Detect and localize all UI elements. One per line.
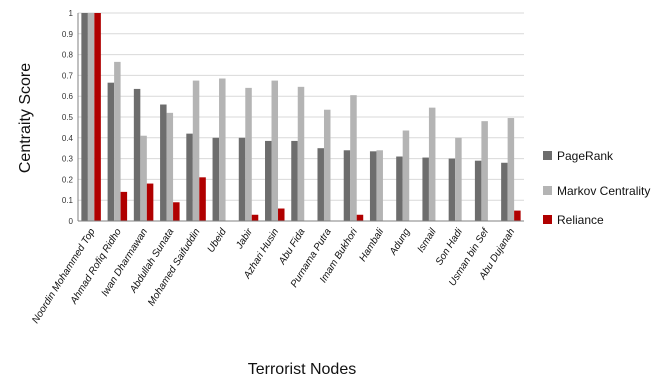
bar-pagerank bbox=[291, 140, 298, 221]
y-tick-label: 0.8 bbox=[62, 51, 74, 60]
bar-pagerank bbox=[448, 158, 456, 221]
y-tick-label: 0.3 bbox=[62, 155, 74, 164]
legend-swatch bbox=[543, 215, 552, 224]
bar-markov-centrality bbox=[140, 135, 147, 221]
bar-pagerank bbox=[238, 137, 246, 221]
legend-swatch bbox=[543, 151, 552, 160]
bar-markov-centrality bbox=[455, 137, 462, 221]
bar-pagerank bbox=[107, 82, 115, 222]
bar-markov-centrality bbox=[245, 87, 252, 221]
legend: PageRank Markov Centrality Reliance bbox=[543, 149, 650, 227]
y-tick-label: 1 bbox=[69, 9, 74, 18]
bar-reliance bbox=[120, 191, 128, 221]
bar-reliance bbox=[278, 208, 285, 221]
x-axis-title: Terrorist Nodes bbox=[248, 361, 356, 378]
bar-markov-centrality bbox=[402, 130, 410, 221]
bar-reliance bbox=[94, 13, 101, 221]
bar-markov-centrality bbox=[297, 86, 305, 221]
bar-pagerank bbox=[317, 148, 324, 221]
bar-pagerank bbox=[343, 150, 351, 221]
bar-markov-centrality bbox=[350, 95, 357, 221]
bar-markov-centrality bbox=[481, 121, 488, 221]
bar-pagerank bbox=[160, 104, 167, 221]
bar-reliance bbox=[173, 202, 180, 221]
bar-markov-centrality bbox=[114, 61, 121, 221]
bar-reliance bbox=[199, 177, 206, 221]
x-category-label: Ubeid bbox=[206, 226, 229, 254]
y-tick-label: 0.2 bbox=[62, 175, 74, 184]
bar-pagerank bbox=[212, 137, 220, 221]
bar-markov-centrality bbox=[376, 150, 383, 221]
bar-reliance bbox=[514, 210, 521, 221]
y-tick-label: 0.1 bbox=[62, 196, 74, 205]
bar-markov-centrality bbox=[271, 80, 279, 221]
bar-markov-centrality bbox=[507, 118, 515, 221]
bar-markov-centrality bbox=[192, 80, 200, 221]
legend-label: Reliance bbox=[557, 213, 604, 227]
bar-pagerank bbox=[186, 133, 193, 221]
bar-markov-centrality bbox=[166, 112, 174, 221]
bar-markov-centrality bbox=[87, 13, 95, 221]
bar-markov-centrality bbox=[323, 109, 331, 221]
bars bbox=[81, 13, 521, 222]
y-tick-label: 0.7 bbox=[62, 71, 74, 80]
y-tick-label: 0 bbox=[69, 217, 74, 226]
y-tick-label: 0.4 bbox=[62, 134, 74, 143]
bar-pagerank bbox=[422, 157, 429, 221]
y-tick-label: 0.9 bbox=[62, 30, 74, 39]
bar-pagerank bbox=[396, 156, 403, 221]
legend-label: PageRank bbox=[557, 149, 614, 163]
bar-reliance bbox=[356, 214, 364, 221]
x-category-label: Ismail bbox=[416, 226, 440, 255]
bar-reliance bbox=[146, 183, 154, 221]
bar-pagerank bbox=[501, 162, 508, 221]
x-category-label: Jabir bbox=[234, 226, 256, 252]
bar-pagerank bbox=[369, 151, 377, 221]
legend-swatch bbox=[543, 186, 552, 195]
bar-pagerank bbox=[265, 140, 272, 221]
y-axis-title: Centraity Score bbox=[17, 63, 34, 173]
bar-reliance bbox=[251, 214, 259, 221]
x-category-label: Adung bbox=[387, 226, 412, 258]
y-axis-ticks: 0 0.1 0.2 0.3 0.4 0.5 0.6 0.7 0.8 0.9 1 bbox=[62, 9, 74, 226]
bar-pagerank bbox=[474, 160, 482, 221]
bar-pagerank bbox=[81, 13, 88, 221]
legend-label: Markov Centrality bbox=[557, 184, 650, 198]
bar-markov-centrality bbox=[428, 107, 436, 221]
bar-pagerank bbox=[133, 88, 141, 221]
y-tick-label: 0.6 bbox=[62, 92, 74, 101]
y-tick-label: 0.5 bbox=[62, 113, 74, 122]
bar-markov-centrality bbox=[219, 78, 226, 222]
x-category-label: Hambali bbox=[357, 226, 386, 264]
